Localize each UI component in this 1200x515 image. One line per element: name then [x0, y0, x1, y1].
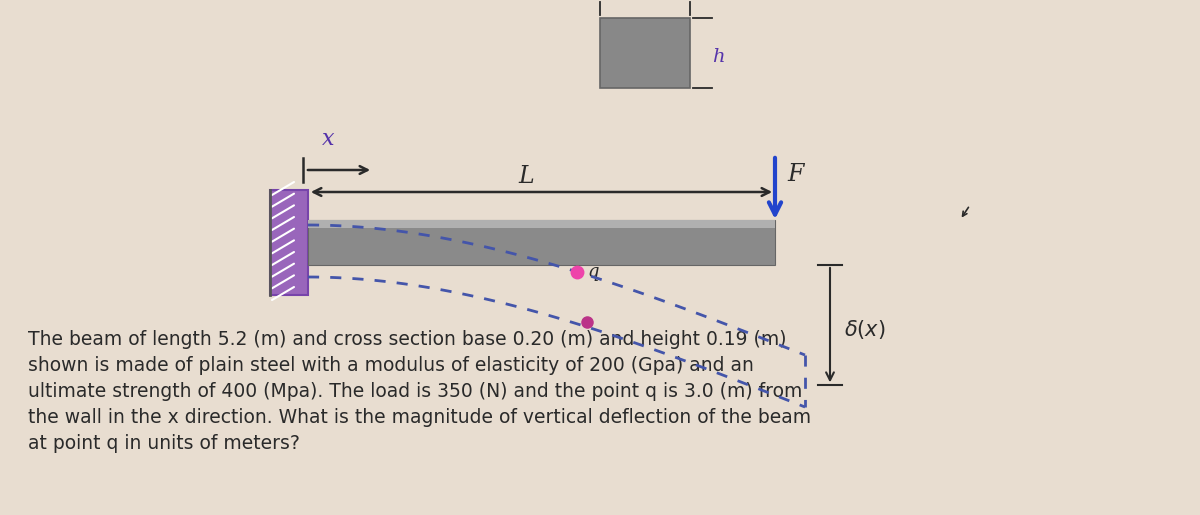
Text: ultimate strength of 400 (Mpa). The load is 350 (N) and the point q is 3.0 (m) f: ultimate strength of 400 (Mpa). The load… [28, 382, 803, 401]
Text: at point q in units of meters?: at point q in units of meters? [28, 434, 300, 453]
Text: shown is made of plain steel with a modulus of elasticity of 200 (Gpa) and an: shown is made of plain steel with a modu… [28, 356, 754, 375]
Text: x: x [322, 128, 335, 150]
Text: $\delta(x)$: $\delta(x)$ [844, 318, 886, 340]
Text: h: h [712, 48, 725, 66]
Bar [600, 18, 690, 88]
Bar [270, 190, 308, 295]
Bar [308, 220, 775, 265]
Text: F: F [787, 163, 803, 186]
Bar [308, 220, 775, 228]
Text: q: q [588, 263, 599, 281]
Text: L: L [518, 165, 534, 188]
Text: the wall in the x direction. What is the magnitude of vertical deflection of the: the wall in the x direction. What is the… [28, 408, 811, 427]
Text: The beam of length 5.2 (m) and cross section base 0.20 (m) and height 0.19 (m): The beam of length 5.2 (m) and cross sec… [28, 330, 786, 349]
